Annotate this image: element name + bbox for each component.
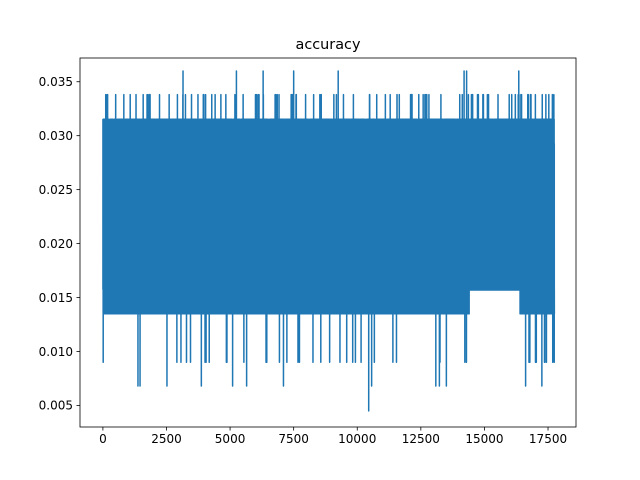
y-tick-label: 0.025 [39,183,73,197]
x-tick-label: 10000 [338,432,376,446]
x-tick-label: 12500 [402,432,440,446]
y-tick-label: 0.030 [39,129,73,143]
y-tick-label: 0.035 [39,75,73,89]
x-tick-label: 5000 [215,432,246,446]
plot-frame [79,57,577,428]
y-tick-label: 0.020 [39,237,73,251]
x-tick-label: 17500 [529,432,567,446]
x-tick-label: 0 [99,432,107,446]
y-tick-label: 0.010 [39,345,73,359]
x-tick-label: 15000 [465,432,503,446]
y-tick-label: 0.015 [39,291,73,305]
series-group [102,70,556,412]
y-axis: 0.005 0.010 0.015 0.020 0.025 0.030 0.035 [39,75,80,413]
plot-area [79,57,577,428]
x-tick-label: 7500 [278,432,309,446]
x-axis: 0 2500 5000 7500 10000 12500 15000 17500 [99,427,567,446]
x-tick-label: 2500 [151,432,182,446]
y-tick-label: 0.005 [39,399,73,413]
chart-title: accuracy [296,37,361,53]
accuracy-series-line [102,70,556,412]
